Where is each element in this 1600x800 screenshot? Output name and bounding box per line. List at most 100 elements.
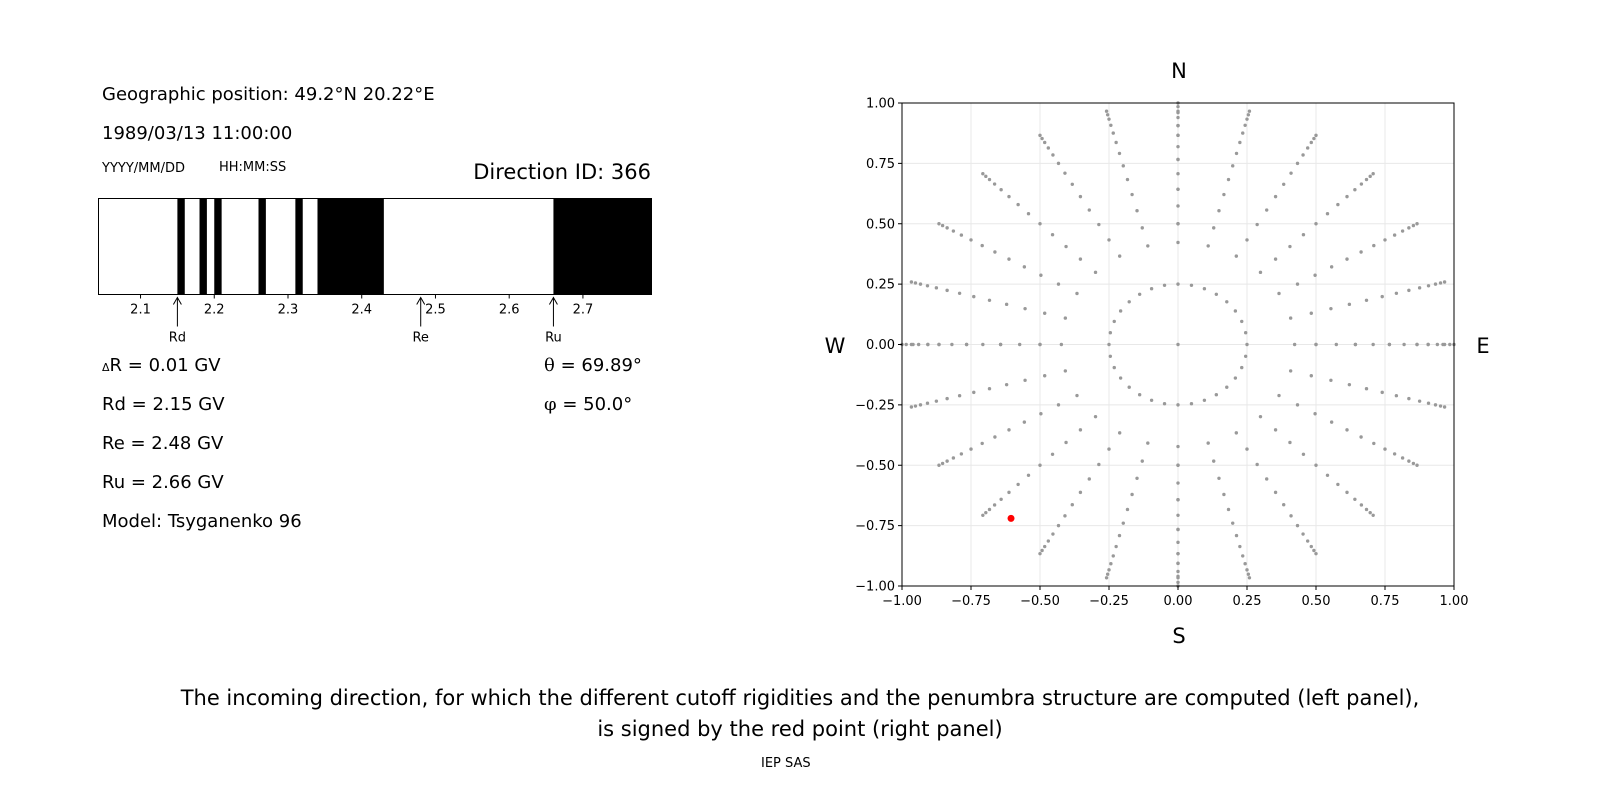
penumbra-chart: 2.1 2.2 2.3 2.4 2.5 2.6 2.7 Rd Re Ru xyxy=(98,198,652,346)
direction-point xyxy=(1046,539,1051,543)
direction-point xyxy=(1040,548,1044,553)
date-format-label: YYYY/MM/DD xyxy=(102,161,185,176)
re-value: Re = 2.48 GV xyxy=(102,433,224,454)
direction-point xyxy=(1329,378,1333,383)
direction-point xyxy=(1277,393,1281,398)
direction-point xyxy=(937,222,941,226)
direction-point xyxy=(1295,282,1300,286)
y-tick-label: −0.75 xyxy=(855,519,895,534)
caption-line-1: The incoming direction, for which the di… xyxy=(180,686,1420,710)
direction-point xyxy=(1392,233,1397,237)
direction-point xyxy=(1087,208,1091,212)
y-tick-label: −0.25 xyxy=(855,398,895,413)
penumbra-ticks: 2.1 2.2 2.3 2.4 2.5 2.6 2.7 xyxy=(130,294,594,318)
direction-point xyxy=(1093,270,1098,275)
direction-point xyxy=(993,250,997,254)
y-tick-label: −1.00 xyxy=(855,580,895,595)
direction-point xyxy=(981,172,985,176)
direction-point xyxy=(1162,402,1167,406)
direction-point xyxy=(1130,492,1134,497)
direction-point xyxy=(1137,392,1142,397)
direction-point xyxy=(1295,161,1300,166)
direction-point xyxy=(1104,576,1109,580)
penumbra-tick-label: 2.7 xyxy=(573,303,594,318)
direction-point xyxy=(1347,302,1352,307)
direction-point xyxy=(1078,490,1083,495)
direction-point xyxy=(1039,412,1043,416)
direction-point xyxy=(1176,157,1180,162)
direction-point xyxy=(1441,342,1445,347)
forbidden-band-3 xyxy=(258,198,266,295)
direction-point xyxy=(934,399,939,403)
direction-point xyxy=(1359,182,1364,186)
direction-point xyxy=(1314,222,1318,226)
direction-point xyxy=(934,286,939,290)
forbidden-band-1 xyxy=(199,198,207,295)
marker-label-ru: Ru xyxy=(545,331,562,346)
direction-point xyxy=(1383,238,1387,242)
direction-point xyxy=(1407,288,1411,293)
direction-point xyxy=(1189,402,1194,406)
y-tick-label: 1.00 xyxy=(866,97,895,112)
direction-point xyxy=(1438,281,1443,285)
direction-point xyxy=(911,342,915,347)
y-tick-label: 0.25 xyxy=(866,278,895,293)
direction-point xyxy=(1233,376,1238,380)
penumbra-tick-label: 2.2 xyxy=(204,303,225,318)
direction-point xyxy=(1070,503,1074,507)
datetime: 1989/03/13 11:00:00 xyxy=(102,123,293,144)
direction-point xyxy=(1176,123,1180,128)
direction-point xyxy=(1442,405,1447,409)
direction-point xyxy=(1007,428,1011,432)
direction-point xyxy=(1189,283,1194,287)
direction-point xyxy=(1107,568,1111,572)
direction-point xyxy=(1245,568,1249,572)
direction-point xyxy=(1288,316,1293,320)
direction-point xyxy=(1176,481,1180,485)
direction-point xyxy=(1130,192,1134,197)
direction-point xyxy=(1056,282,1061,286)
direction-point xyxy=(1016,202,1020,207)
direction-point xyxy=(1059,342,1064,347)
direction-point xyxy=(1056,403,1061,407)
direction-point xyxy=(1007,257,1011,261)
direction-point xyxy=(1125,507,1130,512)
direction-point xyxy=(969,238,973,242)
direction-point xyxy=(1234,254,1239,258)
direction-point xyxy=(992,503,997,507)
direction-point xyxy=(1265,208,1269,212)
direction-point xyxy=(1222,192,1226,197)
direction-point xyxy=(1240,365,1244,370)
direction-point xyxy=(1176,551,1180,556)
direction-point xyxy=(1305,146,1310,150)
direction-point xyxy=(1212,459,1216,463)
direction-point xyxy=(925,401,930,405)
direction-point xyxy=(1107,342,1111,347)
direction-point xyxy=(1238,140,1242,145)
direction-point xyxy=(1222,492,1226,497)
direction-point xyxy=(913,281,918,285)
direction-point xyxy=(1022,420,1027,424)
direction-point xyxy=(1359,503,1364,507)
direction-point xyxy=(1372,243,1376,248)
direction-point xyxy=(1448,342,1452,347)
direction-point xyxy=(1364,177,1369,182)
direction-point xyxy=(1050,452,1055,456)
direction-point xyxy=(1415,222,1419,226)
direction-point xyxy=(1125,177,1130,182)
direction-point xyxy=(1176,104,1180,109)
direction-point xyxy=(984,174,988,179)
direction-point xyxy=(1301,532,1305,536)
direction-point xyxy=(945,459,949,463)
direction-point xyxy=(1329,265,1334,269)
y-tick-label: 0.50 xyxy=(866,217,895,232)
direction-point xyxy=(1111,554,1115,558)
direction-point xyxy=(984,510,988,515)
direction-point xyxy=(1108,331,1113,335)
direction-point xyxy=(1336,482,1340,487)
direction-point xyxy=(1176,540,1180,545)
direction-point xyxy=(1426,284,1431,288)
direction-point xyxy=(1118,376,1123,380)
direction-point xyxy=(1040,136,1044,141)
direction-point xyxy=(987,298,992,303)
